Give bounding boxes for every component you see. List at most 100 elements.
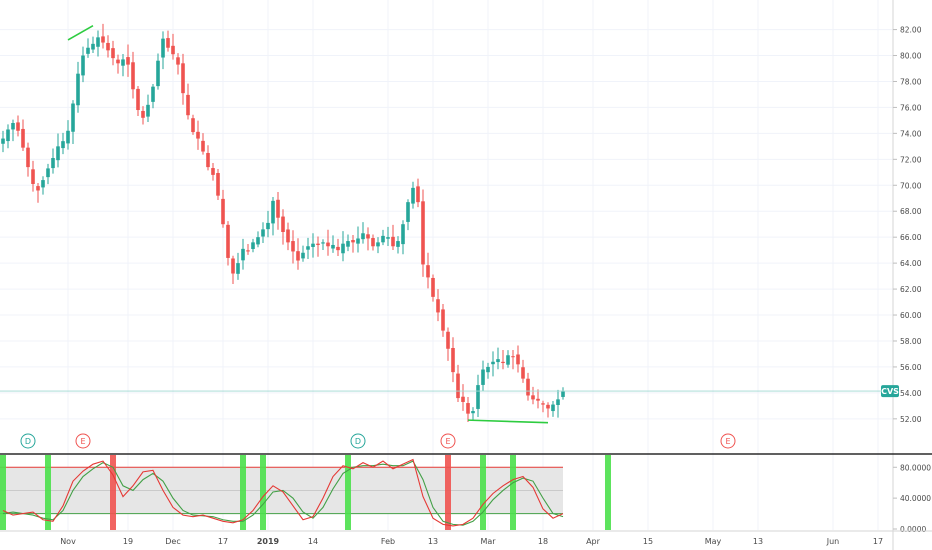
candle-body — [381, 235, 385, 243]
candle-body — [531, 395, 535, 400]
candle-body — [536, 398, 540, 401]
divergence-lines — [67, 24, 549, 424]
candle-body — [321, 242, 325, 244]
candle-body — [161, 38, 165, 58]
candle-body — [431, 277, 435, 297]
candle-body — [151, 86, 155, 102]
stochastic-pane — [0, 455, 611, 530]
price-tick-label: 76.00 — [900, 103, 922, 112]
signal-marker — [345, 455, 351, 530]
candle-body — [56, 146, 60, 161]
candle-body — [256, 237, 260, 245]
time-tick-label: Apr — [586, 537, 601, 546]
stoch-tick-label: 0.0000 — [900, 525, 926, 534]
price-tick-label: 70.00 — [900, 181, 922, 190]
candle-body — [356, 238, 360, 244]
candle-body — [211, 168, 215, 175]
candle-body — [46, 168, 50, 178]
candle-body — [311, 243, 315, 247]
candle-body — [36, 186, 40, 191]
price-tick-label: 80.00 — [900, 52, 922, 61]
candle-body — [6, 129, 10, 142]
candle-body — [11, 122, 15, 130]
candle-body — [236, 263, 240, 274]
candle-body — [496, 359, 500, 363]
candle-body — [446, 331, 450, 349]
candle-body — [416, 186, 420, 203]
candle-body — [216, 173, 220, 196]
last-price-label: CVS — [881, 385, 899, 398]
candle-body — [101, 36, 105, 43]
candle-body — [91, 43, 95, 50]
candle-body — [26, 147, 30, 168]
time-tick-label: 19 — [123, 537, 133, 546]
signal-marker — [260, 455, 266, 530]
candle-body — [181, 63, 185, 94]
event-marker-circle[interactable] — [20, 433, 36, 449]
candle-body — [406, 202, 410, 222]
candle-body — [401, 224, 405, 245]
time-tick-label: 13 — [753, 537, 763, 546]
candle-body — [201, 140, 205, 152]
event-marker-label: E — [80, 437, 85, 446]
time-tick-label: Dec — [165, 537, 180, 546]
event-marker-circle[interactable] — [440, 433, 456, 449]
candlestick-series — [1, 23, 565, 423]
candle-body — [31, 169, 35, 184]
signal-marker — [445, 455, 451, 530]
candle-body — [16, 122, 20, 131]
candle-body — [336, 246, 340, 251]
time-tick-label: 14 — [308, 537, 318, 546]
candle-body — [61, 141, 65, 149]
candle-body — [106, 42, 110, 51]
candle-body — [51, 158, 55, 169]
candle-body — [131, 62, 135, 90]
candle-body — [261, 229, 265, 237]
candle-body — [96, 37, 100, 47]
signal-marker — [510, 455, 516, 530]
event-marker-circle[interactable] — [720, 433, 736, 449]
candle-body — [501, 361, 505, 364]
price-tick-label: 66.00 — [900, 233, 922, 242]
candle-body — [366, 234, 370, 239]
candle-body — [231, 258, 235, 274]
candle-body — [331, 244, 335, 249]
candle-body — [271, 200, 275, 224]
event-marker-label: D — [25, 437, 31, 446]
candle-body — [111, 48, 115, 59]
candle-body — [71, 103, 75, 132]
candle-body — [451, 347, 455, 373]
signal-marker — [110, 455, 116, 530]
candle-body — [541, 403, 545, 405]
candle-body — [186, 94, 190, 116]
time-tick-label: 18 — [538, 537, 548, 546]
stochastic-d-line — [2, 460, 564, 526]
candle-body — [386, 237, 390, 239]
candle-body — [196, 131, 200, 139]
event-marker-circle[interactable] — [350, 433, 366, 449]
stochastic-k-line — [2, 458, 564, 527]
candle-body — [66, 130, 70, 144]
candle-body — [166, 38, 170, 48]
time-tick-label: 17 — [873, 537, 883, 546]
price-tick-label: 68.00 — [900, 207, 922, 216]
candle-body — [371, 238, 375, 247]
candle-body — [426, 265, 430, 278]
candle-body — [296, 251, 300, 261]
candle-body — [351, 240, 355, 243]
candle-body — [281, 216, 285, 232]
candle-body — [156, 60, 160, 87]
time-tick-label: May — [705, 537, 722, 546]
time-axis[interactable]: Nov 19 Dec 17 2019 14 Feb 13 Mar 18 Apr 15 May 13 Jun 1… — [0, 530, 932, 546]
stochastic-axis: 80.0000 40.0000 0.0000 — [893, 463, 931, 534]
candle-body — [176, 57, 180, 65]
event-marker-circle[interactable] — [75, 433, 91, 449]
stoch-tick-label: 80.0000 — [900, 463, 931, 472]
time-tick-label: Feb — [381, 537, 395, 546]
candle-body — [436, 299, 440, 313]
price-tick-label: 52.00 — [900, 415, 922, 424]
time-tick-label: Jun — [826, 537, 840, 546]
candle-body — [301, 252, 305, 259]
